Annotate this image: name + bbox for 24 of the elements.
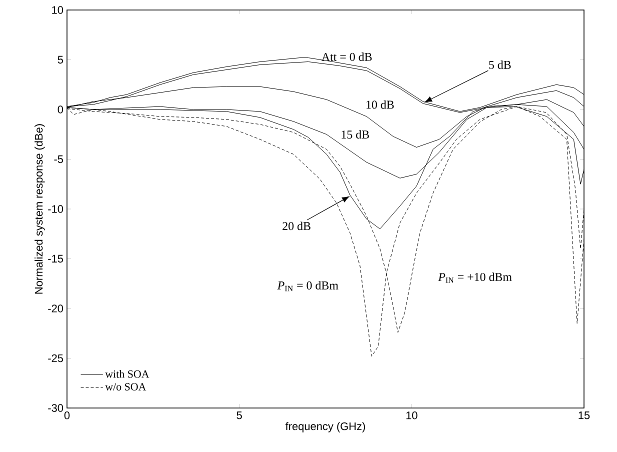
y-tick-label: -20 — [48, 304, 64, 312]
annotation: 15 dB — [342, 130, 369, 139]
annotation: 10 dB — [366, 100, 394, 109]
x-tick-label: 10 — [406, 412, 418, 420]
annotation: Att = 0 dB — [322, 52, 372, 61]
x-tick-label: 0 — [64, 412, 70, 420]
annotation: P$_{IN}$ = +10 dBm — [438, 272, 512, 283]
y-tick-label: -5 — [54, 155, 64, 164]
y-tick-label: -25 — [48, 354, 64, 362]
annotation: 5 dB — [489, 60, 511, 69]
legend-label: with SOA — [105, 370, 150, 378]
annotation: P$_{IN}$ = 0 dBm — [277, 281, 338, 292]
y-tick-label: 5 — [58, 56, 64, 64]
y-axis-title: Normalized system response (dBe) — [34, 124, 45, 294]
y-tick-label: -30 — [48, 404, 64, 412]
legend-label: w/o SOA — [105, 383, 146, 390]
annotation: 20 dB — [282, 222, 310, 230]
x-axis-title: frequency (GHz) — [285, 422, 365, 432]
y-tick-label: 10 — [52, 6, 64, 14]
x-tick-label: 5 — [236, 412, 242, 420]
y-tick-label: -15 — [48, 254, 64, 263]
y-tick-label: -10 — [48, 205, 64, 213]
x-tick-label: 15 — [578, 412, 590, 420]
y-tick-label: 0 — [58, 106, 64, 114]
